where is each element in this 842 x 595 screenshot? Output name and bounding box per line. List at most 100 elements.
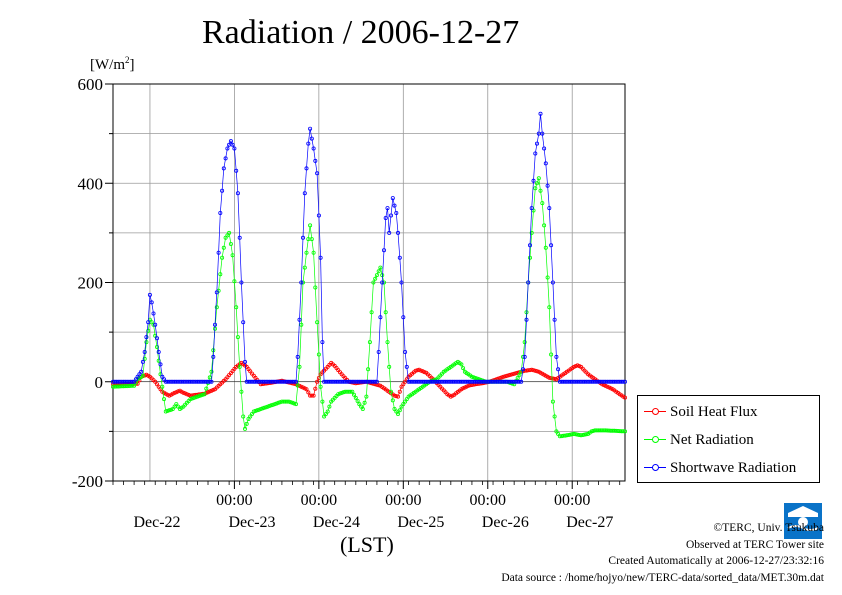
- data-point-shortwave-radiation: [209, 379, 214, 384]
- data-point-net-radiation: [373, 276, 378, 281]
- data-point-net-radiation: [299, 322, 304, 327]
- data-point-net-radiation: [288, 400, 293, 405]
- data-point-net-radiation: [378, 265, 383, 270]
- data-point-shortwave-radiation: [381, 248, 386, 253]
- y-tick-label: 200: [78, 274, 104, 293]
- data-point-net-radiation: [235, 335, 240, 340]
- data-point-soil-heat-flux: [499, 375, 504, 380]
- data-point-net-radiation: [311, 250, 316, 255]
- data-point-net-radiation: [517, 372, 522, 377]
- footer-source: Data source : /home/hojyo/new/TERC-data/…: [501, 571, 824, 584]
- data-point-shortwave-radiation: [225, 146, 230, 151]
- data-point-shortwave-radiation: [242, 359, 247, 364]
- data-point-shortwave-radiation: [529, 206, 534, 211]
- data-point-net-radiation: [367, 340, 372, 345]
- footer-copyright: ©TERC, Univ. Tsukuba: [713, 522, 824, 534]
- data-point-net-radiation: [459, 362, 464, 367]
- data-point-shortwave-radiation: [390, 196, 395, 201]
- data-point-shortwave-radiation: [550, 280, 555, 285]
- data-point-soil-heat-flux: [422, 370, 427, 375]
- data-point-net-radiation: [207, 375, 212, 380]
- data-point-shortwave-radiation: [137, 372, 142, 377]
- data-point-net-radiation: [228, 241, 233, 246]
- x-tick-date-label: Dec-25: [397, 514, 444, 531]
- data-point-shortwave-radiation: [130, 379, 135, 384]
- data-point-soil-heat-flux: [304, 387, 309, 392]
- data-point-net-radiation: [232, 279, 237, 284]
- legend-item-net-radiation: Net Radiation: [638, 430, 754, 450]
- data-point-shortwave-radiation: [404, 364, 409, 369]
- data-point-net-radiation: [204, 386, 209, 391]
- data-point-net-radiation: [543, 245, 548, 250]
- data-point-soil-heat-flux: [316, 375, 321, 380]
- data-point-net-radiation: [374, 273, 379, 278]
- data-point-net-radiation: [536, 176, 541, 181]
- data-point-shortwave-radiation: [395, 230, 400, 235]
- data-point-net-radiation: [132, 383, 137, 388]
- data-point-net-radiation: [339, 390, 344, 395]
- legend-label-net-radiation: Net Radiation: [670, 431, 754, 448]
- data-point-shortwave-radiation: [519, 379, 524, 384]
- data-point-net-radiation: [262, 405, 267, 410]
- data-point-shortwave-radiation: [295, 354, 300, 359]
- data-point-net-radiation: [278, 400, 283, 405]
- data-point-shortwave-radiation: [385, 206, 390, 211]
- data-point-shortwave-radiation: [132, 379, 137, 384]
- data-point-net-radiation: [399, 404, 404, 409]
- data-point-net-radiation: [355, 398, 360, 403]
- data-point-shortwave-radiation: [156, 349, 161, 354]
- data-point-net-radiation: [318, 384, 323, 389]
- data-point-net-radiation: [529, 230, 534, 235]
- data-point-net-radiation: [295, 383, 300, 388]
- data-point-net-radiation: [388, 389, 393, 394]
- data-point-shortwave-radiation: [376, 349, 381, 354]
- data-point-net-radiation: [146, 328, 151, 333]
- data-point-soil-heat-flux: [306, 390, 311, 395]
- data-point-net-radiation: [274, 401, 279, 406]
- y-tick-label: -200: [72, 472, 103, 491]
- data-point-net-radiation: [469, 374, 474, 379]
- data-point-soil-heat-flux: [309, 393, 314, 398]
- data-point-net-radiation: [241, 414, 246, 419]
- legend-label-soil-heat-flux: Soil Heat Flux: [670, 403, 758, 420]
- data-point-net-radiation: [401, 402, 406, 407]
- data-point-net-radiation: [522, 340, 527, 345]
- data-point-soil-heat-flux: [550, 376, 555, 381]
- data-point-soil-heat-flux: [547, 375, 552, 380]
- data-point-shortwave-radiation: [388, 213, 393, 218]
- data-point-shortwave-radiation: [394, 210, 399, 215]
- data-point-shortwave-radiation: [218, 210, 223, 215]
- data-point-net-radiation: [528, 255, 533, 260]
- data-point-net-radiation: [564, 433, 569, 438]
- data-point-shortwave-radiation: [292, 379, 297, 384]
- x-tick-time-label: 00:00: [554, 492, 590, 509]
- data-point-soil-heat-flux: [535, 369, 540, 374]
- data-point-net-radiation: [360, 406, 365, 411]
- data-point-soil-heat-flux: [508, 372, 513, 377]
- data-point-shortwave-radiation: [293, 379, 298, 384]
- data-point-net-radiation: [322, 414, 327, 419]
- data-point-net-radiation: [351, 392, 356, 397]
- data-point-shortwave-radiation: [542, 146, 547, 151]
- data-point-net-radiation: [130, 383, 135, 388]
- data-point-soil-heat-flux: [503, 374, 508, 379]
- data-point-shortwave-radiation: [211, 354, 216, 359]
- terc-logo-icon: [784, 503, 822, 539]
- data-point-shortwave-radiation: [309, 136, 314, 141]
- data-point-net-radiation: [292, 401, 297, 406]
- data-point-net-radiation: [308, 223, 313, 228]
- data-point-net-radiation: [397, 408, 402, 413]
- data-point-net-radiation: [200, 392, 205, 397]
- data-point-net-radiation: [376, 269, 381, 274]
- data-point-shortwave-radiation: [241, 320, 246, 325]
- data-point-soil-heat-flux: [418, 368, 423, 373]
- data-point-net-radiation: [126, 383, 131, 388]
- data-point-shortwave-radiation: [144, 335, 149, 340]
- data-point-shortwave-radiation: [306, 141, 311, 146]
- data-point-shortwave-radiation: [165, 379, 170, 384]
- data-point-net-radiation: [160, 384, 165, 389]
- data-point-shortwave-radiation: [320, 340, 325, 345]
- y-tick-label: 0: [95, 373, 104, 392]
- data-point-shortwave-radiation: [397, 255, 402, 260]
- data-point-net-radiation: [316, 352, 321, 357]
